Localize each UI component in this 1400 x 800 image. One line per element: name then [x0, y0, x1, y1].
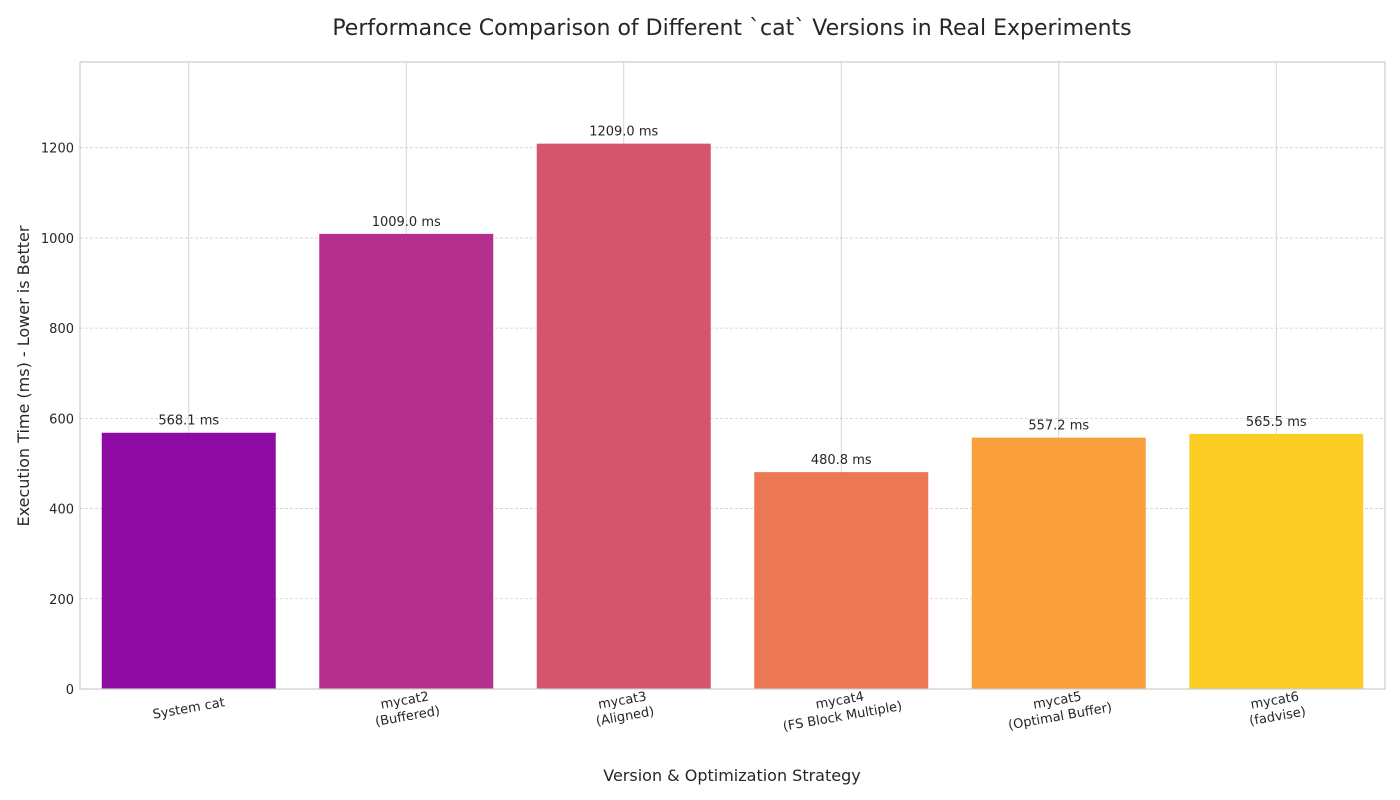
bars — [101, 143, 1364, 689]
y-tick-label: 1000 — [41, 232, 74, 247]
bar — [319, 233, 494, 689]
bar — [536, 143, 711, 689]
bar-value-label: 480.8 ms — [811, 453, 872, 468]
bar — [971, 437, 1146, 689]
y-tick-label: 1200 — [41, 142, 74, 157]
bar-value-labels: 568.1 ms 1009.0 ms 1209.0 ms 480.8 ms 557.2 … — [158, 125, 1307, 468]
bar — [101, 432, 276, 689]
y-tick-label: 400 — [49, 503, 74, 518]
y-axis-ticks: 0 200 400 600 800 1000 1200 — [41, 142, 74, 698]
bar — [1189, 433, 1364, 689]
bar — [754, 472, 929, 689]
y-tick-label: 800 — [49, 322, 74, 337]
bar-value-label: 565.5 ms — [1246, 415, 1307, 430]
y-tick-label: 600 — [49, 412, 74, 427]
bar-value-label: 1209.0 ms — [589, 125, 658, 140]
bar-value-label: 557.2 ms — [1028, 419, 1089, 434]
x-axis-label: Version & Optimization Strategy — [603, 766, 860, 785]
y-tick-label: 0 — [66, 683, 74, 698]
bar-value-label: 1009.0 ms — [372, 215, 441, 230]
y-axis-label: Execution Time (ms) - Lower is Better — [14, 225, 33, 526]
plot-frame — [79, 61, 1386, 690]
chart-title: Performance Comparison of Different `cat… — [332, 16, 1131, 41]
y-tick-label: 200 — [49, 593, 74, 608]
bar-value-label: 568.1 ms — [158, 414, 219, 429]
